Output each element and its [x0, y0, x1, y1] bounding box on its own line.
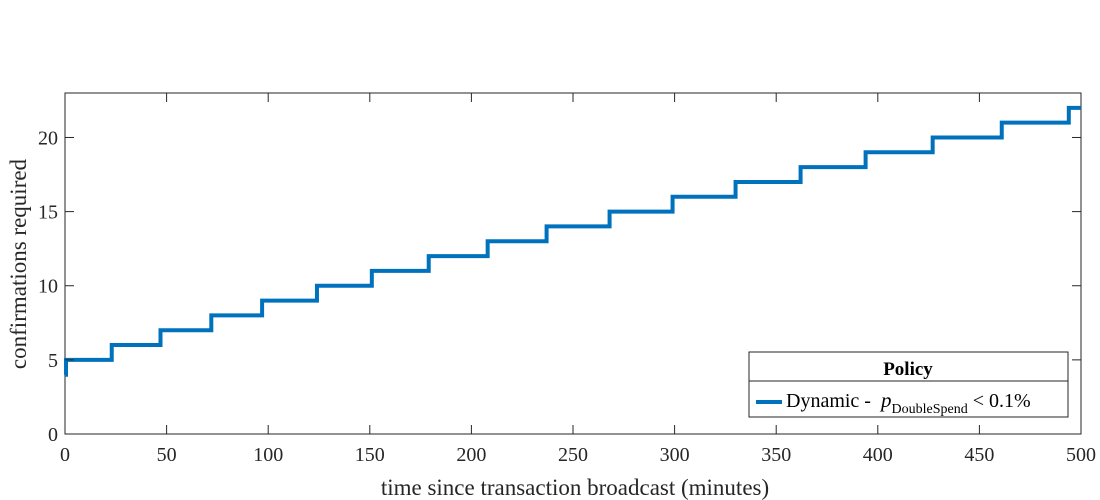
- x-tick-label: 350: [761, 444, 791, 466]
- x-tick-label: 0: [60, 444, 70, 466]
- ticks: 0 50 100 150 200 250 300 350 400 450 500 0 5 10 15 20: [38, 93, 1096, 466]
- x-tick-label: 50: [157, 444, 177, 466]
- legend: Policy Dynamic - pDoubleSpend < 0.1%: [748, 351, 1069, 418]
- x-tick-label: 300: [660, 444, 690, 466]
- y-tick-label: 0: [48, 424, 58, 446]
- x-tick-label: 400: [863, 444, 893, 466]
- series-line-dynamic: [64, 105, 1081, 377]
- y-tick-label: 20: [38, 127, 58, 149]
- y-tick-label: 10: [38, 276, 58, 298]
- series-group: [64, 105, 1081, 377]
- x-tick-label: 250: [558, 444, 588, 466]
- x-tick-label: 150: [355, 444, 385, 466]
- legend-entry-label: Dynamic - pDoubleSpend < 0.1%: [786, 388, 1031, 417]
- y-tick-label: 5: [48, 350, 58, 372]
- x-tick-label: 500: [1066, 444, 1096, 466]
- x-tick-label: 100: [253, 444, 283, 466]
- x-tick-label: 200: [456, 444, 486, 466]
- y-tick-label: 15: [38, 202, 58, 224]
- x-tick-label: 450: [964, 444, 994, 466]
- legend-box: [748, 351, 1069, 418]
- y-axis-title: confirmations required: [6, 158, 31, 369]
- legend-title: Policy: [883, 359, 933, 380]
- x-axis-title: time since transaction broadcast (minute…: [381, 475, 769, 500]
